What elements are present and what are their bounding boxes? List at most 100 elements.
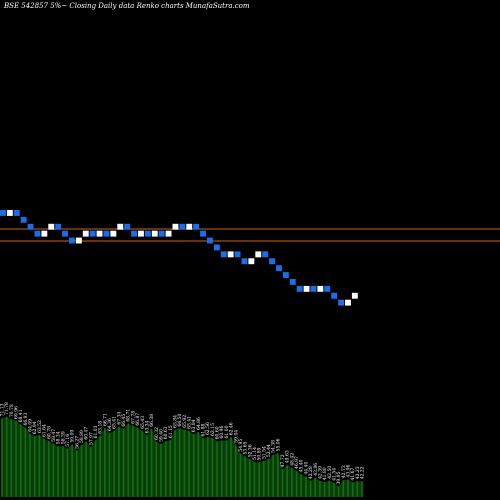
volume-bar (178, 428, 181, 497)
renko-brick-up (248, 258, 255, 265)
volume-bar (43, 439, 45, 497)
renko-brick-down (331, 292, 338, 299)
volume-label: 67.78 (130, 411, 136, 424)
volume-bar (347, 479, 349, 497)
renko-brick-down (20, 216, 27, 223)
volume-bar (160, 443, 162, 497)
renko-brick-up (255, 251, 262, 258)
renko-brick-down (69, 237, 75, 244)
volume-bar (99, 435, 101, 497)
renko-brick-down (282, 272, 289, 278)
renko-brick-down (276, 265, 282, 272)
volume-label: 54.95 (238, 439, 244, 452)
volume-label: 42.23 (355, 466, 361, 479)
volume-bar (263, 461, 265, 497)
renko-brick-up (186, 223, 193, 230)
volume-label: 55.06 (275, 438, 281, 451)
volume-bar (104, 428, 106, 497)
volume-label: 59.47 (51, 429, 57, 442)
renko-brick-down (310, 285, 317, 292)
volume-label: 62.94 (32, 421, 38, 434)
renko-brick-up (227, 251, 234, 258)
volume-bar (230, 437, 232, 497)
renko-brick-down (207, 237, 213, 244)
volume-bar (155, 441, 158, 497)
volume-bar (286, 465, 288, 497)
renko-brick-down (89, 230, 96, 237)
volume-label: 58.89 (79, 430, 85, 443)
renko-brick-down (234, 251, 241, 258)
renko-brick-down (158, 230, 165, 237)
volume-label: 71.13 (0, 403, 6, 416)
volume-bar (183, 429, 186, 497)
volume-label: 66.71 (102, 413, 108, 426)
volume-bar (118, 426, 120, 497)
renko-brick-up (110, 230, 117, 237)
volume-label: 42.28 (308, 466, 314, 479)
volume-label: 61.00 (224, 425, 230, 438)
renko-brick-up (117, 223, 124, 230)
volume-bar (108, 433, 111, 497)
volume-label: 61.88 (201, 424, 207, 437)
volume-bar (113, 430, 116, 497)
volume-label: 62.46 (229, 422, 235, 435)
volume-label: 67.34 (116, 412, 122, 425)
volume-label: 60.47 (84, 427, 90, 440)
volume-label: 50.89 (257, 447, 263, 460)
volume-label: 66.93 (23, 413, 29, 426)
volume-label: 39.85 (336, 471, 342, 484)
renko-brick-up (303, 285, 310, 292)
volume-bar (248, 459, 251, 497)
reference-lines (0, 228, 500, 242)
volume-label: 42.22 (360, 466, 366, 479)
volume-bar (52, 443, 55, 497)
volume-bar (57, 446, 59, 497)
renko-brick-up (41, 230, 48, 237)
volume-bar (85, 441, 87, 497)
renko-brick-up (317, 285, 324, 292)
volume-label: 69.96 (14, 406, 20, 419)
volume-bar (122, 428, 125, 497)
volume-bar (174, 429, 176, 497)
volume-bar (244, 456, 246, 497)
volume-bar (277, 453, 279, 497)
volume-bar (361, 481, 363, 497)
chart-title: BSE 542857 5%~ Closing Daily data Renko … (3, 2, 250, 10)
volume-bar (211, 437, 214, 497)
volume-label: 47.72 (280, 454, 286, 467)
volume-label: 64.36 (107, 418, 113, 431)
volume-label: 66.38 (149, 414, 155, 427)
volume-bar (202, 438, 204, 497)
volume-bar (1, 418, 3, 497)
volume-label: 63.52 (37, 420, 43, 433)
volume-area (2, 417, 362, 497)
volume-bar (66, 448, 69, 497)
volume-bar (234, 444, 237, 497)
volume-bar (337, 486, 340, 497)
volume-bar (188, 430, 190, 497)
volume-label: 53.65 (243, 441, 249, 454)
volume-label: 54.38 (271, 440, 277, 453)
volume-label: 41.80 (322, 467, 328, 480)
volume-label: 42.39 (317, 466, 323, 479)
volume-label: 52.44 (266, 444, 272, 457)
volume-bar (323, 482, 326, 497)
renko-brick-up (151, 230, 158, 237)
volume-bar (328, 480, 331, 497)
renko-brick-down (62, 230, 68, 237)
volume-bar (225, 440, 228, 497)
volume-bar (5, 417, 8, 497)
volume-bar (15, 420, 17, 497)
volume-label: 65.41 (112, 416, 118, 429)
volume-label: 70.78 (9, 404, 15, 417)
volume-bar (150, 428, 153, 497)
volume-label: 64.86 (196, 417, 202, 430)
volume-label: 59.09 (70, 430, 76, 443)
renko-bricks (0, 210, 358, 306)
volume-label: 65.84 (172, 415, 178, 428)
volume-label: 64.09 (28, 419, 34, 432)
volume-label: 62.56 (205, 422, 211, 435)
volume-label: 60.32 (154, 427, 160, 440)
